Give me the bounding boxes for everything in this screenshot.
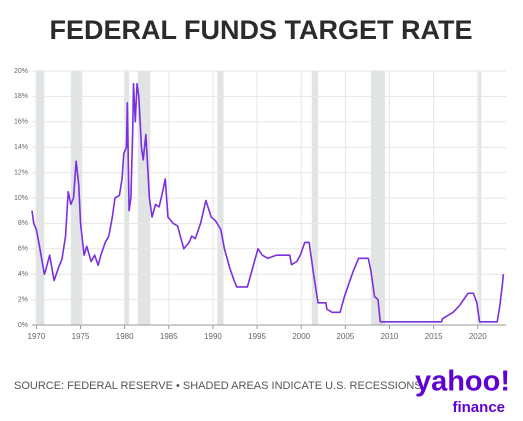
y-tick-label: 8% — [18, 220, 28, 227]
y-tick-label: 12% — [14, 169, 28, 176]
y-tick-label: 0% — [18, 322, 28, 329]
x-tick-label: 2015 — [425, 332, 443, 341]
logo-sub: finance — [452, 399, 505, 416]
source-note: SOURCE: FEDERAL RESERVE • SHADED AREAS I… — [14, 380, 422, 392]
y-tick-label: 2% — [18, 296, 28, 303]
rate-line — [31, 82, 505, 323]
logo: yahoo! — [415, 366, 510, 398]
x-tick-label: 1980 — [116, 332, 134, 341]
x-tick-label: 2020 — [469, 332, 487, 341]
y-tick-label: 18% — [14, 93, 28, 100]
x-tick-label: 2000 — [292, 332, 310, 341]
x-tick-label: 1990 — [204, 332, 222, 341]
x-tick-label: 1975 — [72, 332, 90, 341]
y-tick-label: 10% — [14, 195, 28, 202]
x-tick-label: 1995 — [248, 332, 266, 341]
x-tick-label: 1970 — [28, 332, 46, 341]
y-tick-label: 6% — [18, 246, 28, 253]
y-tick-label: 20% — [14, 68, 28, 75]
x-tick-label: 2010 — [381, 332, 399, 341]
x-tick-label: 1985 — [160, 332, 178, 341]
y-tick-label: 14% — [14, 144, 28, 151]
y-tick-label: 16% — [14, 119, 28, 126]
y-tick-label: 4% — [18, 271, 28, 278]
x-tick-label: 2005 — [336, 332, 354, 341]
chart-title: FEDERAL FUNDS TARGET RATE — [50, 15, 473, 45]
